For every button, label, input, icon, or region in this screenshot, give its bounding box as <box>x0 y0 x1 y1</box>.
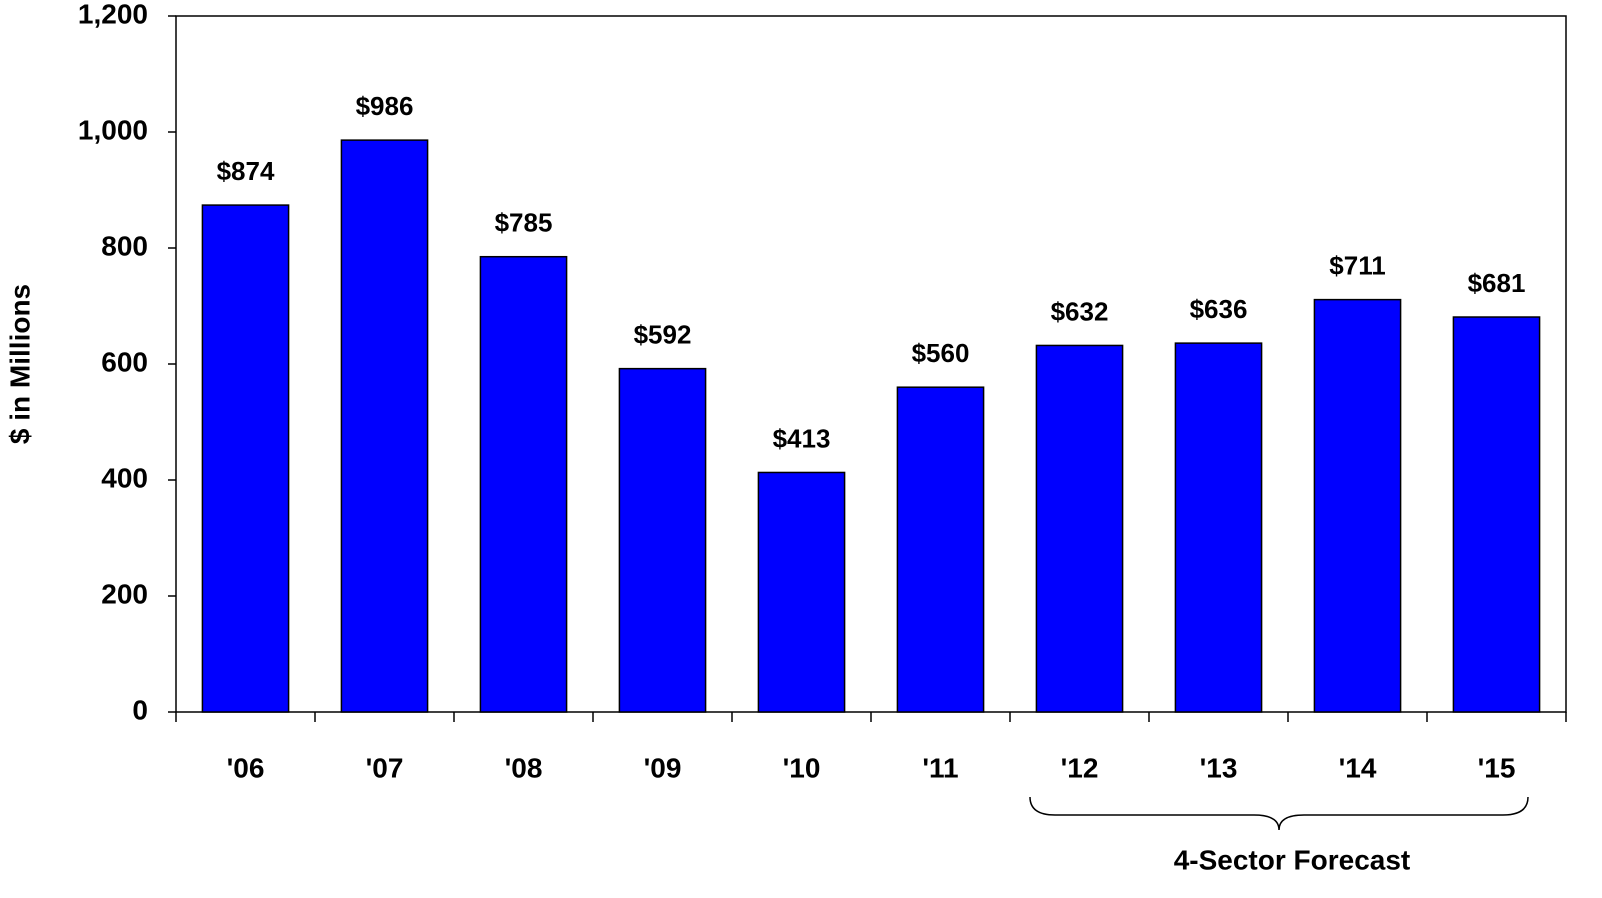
x-tick-label: '06 <box>227 752 265 783</box>
x-tick-label: '07 <box>366 752 404 783</box>
value-label: $986 <box>356 91 414 121</box>
bar <box>1035 344 1124 713</box>
value-label: $636 <box>1190 294 1248 324</box>
value-label: $785 <box>495 208 553 238</box>
y-tick-label: 0 <box>132 694 148 725</box>
x-tick-label: '15 <box>1478 752 1516 783</box>
x-tick-label: '13 <box>1200 752 1238 783</box>
bar <box>1174 342 1263 713</box>
bar <box>757 471 846 713</box>
value-label: $592 <box>634 320 692 350</box>
value-label: $681 <box>1468 268 1526 298</box>
x-tick-label: '10 <box>783 752 821 783</box>
y-tick-label: 200 <box>101 578 148 609</box>
y-tick-label: 1,200 <box>78 0 148 29</box>
value-label: $874 <box>217 156 275 186</box>
bar <box>340 139 429 713</box>
y-tick-label: 600 <box>101 346 148 377</box>
value-label: $711 <box>1329 250 1385 280</box>
value-label: $632 <box>1051 296 1109 326</box>
annotation: 4-Sector Forecast <box>1174 844 1411 875</box>
bar <box>479 255 568 713</box>
x-tick-label: '12 <box>1061 752 1099 783</box>
bar <box>1452 316 1541 713</box>
value-label: $413 <box>773 423 831 453</box>
value-label: $560 <box>912 338 970 368</box>
bar <box>618 367 707 713</box>
bar <box>896 386 985 713</box>
y-tick-label: 400 <box>101 462 148 493</box>
x-tick-label: '11 <box>922 752 958 783</box>
y-tick-label: 1,000 <box>78 114 148 145</box>
brace <box>1029 796 1529 831</box>
bar <box>1313 298 1402 713</box>
x-tick-label: '08 <box>505 752 543 783</box>
y-axis-label: $ in Millions <box>4 284 35 444</box>
x-tick-label: '14 <box>1339 752 1377 783</box>
y-tick-label: 800 <box>101 230 148 261</box>
bar <box>201 204 290 713</box>
x-tick-label: '09 <box>644 752 682 783</box>
